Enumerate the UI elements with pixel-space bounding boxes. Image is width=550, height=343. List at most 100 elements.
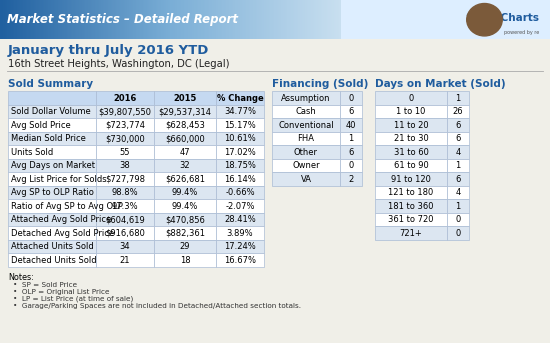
Text: 18.75%: 18.75%: [224, 161, 256, 170]
Bar: [272, 105, 340, 118]
Text: 121 to 180: 121 to 180: [388, 188, 433, 197]
Bar: [8, 253, 96, 267]
Text: 31 to 60: 31 to 60: [394, 148, 428, 157]
Bar: [96, 159, 154, 173]
Bar: [447, 118, 469, 132]
Text: 6: 6: [455, 134, 461, 143]
Bar: [447, 173, 469, 186]
Bar: [375, 173, 447, 186]
Bar: [154, 159, 216, 173]
Bar: [272, 145, 340, 159]
Bar: [8, 226, 96, 240]
Text: Avg Sold Price: Avg Sold Price: [11, 121, 71, 130]
Bar: [216, 118, 264, 132]
Text: Median Sold Price: Median Sold Price: [11, 134, 86, 143]
Text: 97.3%: 97.3%: [112, 202, 138, 211]
Bar: [375, 226, 447, 240]
Bar: [375, 118, 447, 132]
Bar: [375, 186, 447, 200]
Text: Owner: Owner: [292, 161, 320, 170]
Bar: [216, 186, 264, 200]
Bar: [272, 173, 340, 186]
Text: 15.17%: 15.17%: [224, 121, 256, 130]
Bar: [8, 186, 96, 200]
Text: $916,680: $916,680: [105, 229, 145, 238]
Text: 10.61%: 10.61%: [224, 134, 256, 143]
Text: 16.67%: 16.67%: [224, 256, 256, 265]
Text: 0: 0: [348, 94, 354, 103]
Text: 1: 1: [455, 202, 461, 211]
Text: Market Statistics – Detailed Report: Market Statistics – Detailed Report: [7, 13, 238, 26]
Bar: [447, 186, 469, 200]
Text: 0: 0: [455, 229, 461, 238]
Bar: [96, 253, 154, 267]
Bar: [154, 92, 216, 105]
Bar: [8, 173, 96, 186]
Bar: [154, 105, 216, 118]
Text: 61 to 90: 61 to 90: [394, 161, 428, 170]
Text: FHA: FHA: [298, 134, 315, 143]
Text: Other: Other: [294, 148, 318, 157]
Text: •  SP = Sold Price: • SP = Sold Price: [13, 282, 77, 288]
Text: 1: 1: [455, 161, 461, 170]
Text: 0: 0: [348, 161, 354, 170]
Text: 1: 1: [348, 134, 354, 143]
Text: 91 to 120: 91 to 120: [391, 175, 431, 184]
Bar: [375, 145, 447, 159]
Text: Attached Units Sold: Attached Units Sold: [11, 242, 94, 251]
Bar: [96, 213, 154, 226]
Text: -2.07%: -2.07%: [226, 202, 255, 211]
Bar: [375, 92, 447, 105]
Bar: [8, 132, 96, 145]
Bar: [272, 92, 340, 105]
Bar: [8, 159, 96, 173]
Bar: [96, 105, 154, 118]
Text: Avg List Price for Solds: Avg List Price for Solds: [11, 175, 107, 184]
Text: -0.66%: -0.66%: [225, 188, 255, 197]
Bar: [216, 226, 264, 240]
Text: 11 to 20: 11 to 20: [394, 121, 428, 130]
Text: Avg Days on Market: Avg Days on Market: [11, 161, 95, 170]
Bar: [216, 105, 264, 118]
Bar: [8, 240, 96, 253]
Bar: [375, 105, 447, 118]
Text: $29,537,314: $29,537,314: [158, 107, 212, 116]
Bar: [447, 200, 469, 213]
Bar: [340, 173, 362, 186]
Bar: [154, 186, 216, 200]
Bar: [96, 200, 154, 213]
Text: 55: 55: [120, 148, 130, 157]
Text: powered by re: powered by re: [504, 30, 539, 35]
Text: Conventional: Conventional: [278, 121, 334, 130]
Text: 6: 6: [348, 107, 354, 116]
Text: 16th Street Heights, Washington, DC (Legal): 16th Street Heights, Washington, DC (Leg…: [8, 59, 229, 70]
Bar: [447, 159, 469, 173]
Bar: [8, 105, 96, 118]
Bar: [154, 118, 216, 132]
Bar: [340, 105, 362, 118]
Text: Cash: Cash: [296, 107, 316, 116]
Bar: [272, 132, 340, 145]
Text: Days on Market (Sold): Days on Market (Sold): [375, 80, 505, 90]
Text: $882,361: $882,361: [165, 229, 205, 238]
Bar: [216, 132, 264, 145]
Bar: [96, 240, 154, 253]
Text: 18: 18: [180, 256, 190, 265]
Bar: [8, 92, 96, 105]
Text: 16.14%: 16.14%: [224, 175, 256, 184]
Text: $730,000: $730,000: [105, 134, 145, 143]
Text: 6: 6: [455, 121, 461, 130]
Text: 99.4%: 99.4%: [172, 188, 198, 197]
Text: $660,000: $660,000: [165, 134, 205, 143]
Text: $39,807,550: $39,807,550: [98, 107, 151, 116]
Bar: [375, 159, 447, 173]
Text: Assumption: Assumption: [281, 94, 331, 103]
Text: 4: 4: [455, 148, 461, 157]
Bar: [216, 173, 264, 186]
Text: % Change: % Change: [217, 94, 263, 103]
Text: January thru July 2016 YTD: January thru July 2016 YTD: [8, 45, 210, 58]
Bar: [96, 145, 154, 159]
Text: 0: 0: [408, 94, 414, 103]
Text: 21 to 30: 21 to 30: [394, 134, 428, 143]
Text: Detached Units Sold: Detached Units Sold: [11, 256, 97, 265]
